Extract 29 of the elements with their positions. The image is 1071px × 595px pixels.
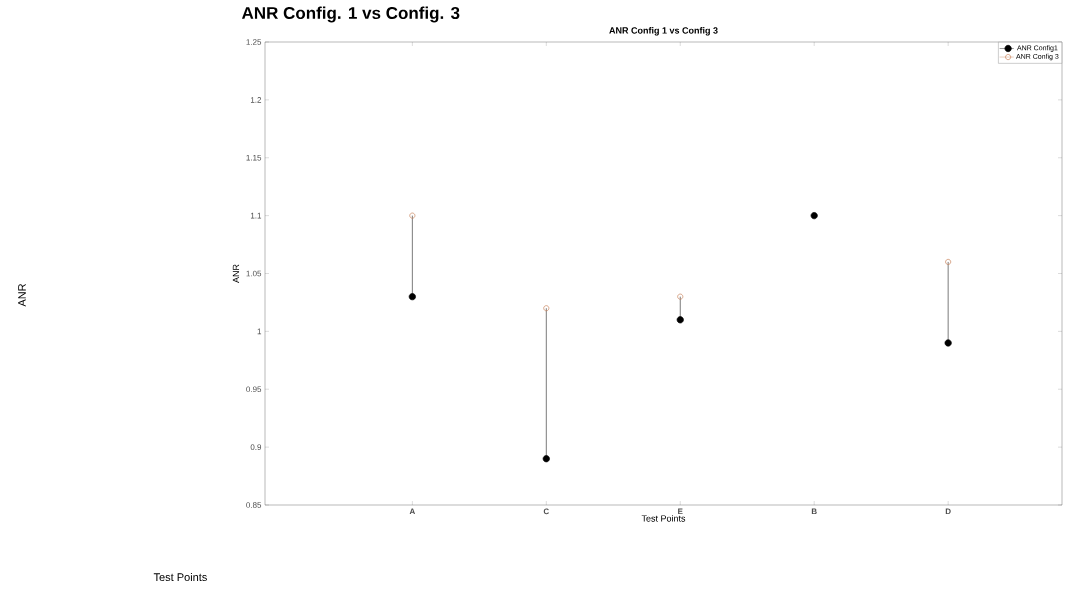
text: ANR bbox=[18, 283, 26, 307]
chart-title: ANR Config. 1 vs Config. 3 bbox=[241, 6, 460, 23]
y-tick-label: 1.1 bbox=[250, 212, 262, 219]
point bbox=[676, 316, 684, 324]
y-tick-label: 0.95 bbox=[246, 386, 262, 393]
x-tick-label: D bbox=[945, 508, 951, 515]
x-tick-label: C bbox=[543, 508, 549, 515]
y-tick-label: 1.25 bbox=[246, 39, 262, 45]
y-tick-label: 1.2 bbox=[250, 97, 262, 103]
y-axis-title: ANR bbox=[232, 264, 240, 283]
point bbox=[542, 455, 550, 463]
x-tick-label: B bbox=[811, 508, 817, 515]
point bbox=[677, 293, 684, 300]
point bbox=[945, 258, 952, 265]
y-tick-label: 1 bbox=[257, 328, 262, 335]
x-tick-label: E bbox=[678, 508, 683, 515]
point bbox=[543, 305, 550, 312]
y-tick-label: 1.15 bbox=[246, 154, 262, 161]
text: Test Points bbox=[153, 572, 207, 582]
point bbox=[810, 212, 818, 220]
y-tick-label: 1.05 bbox=[246, 270, 262, 277]
point bbox=[408, 293, 416, 301]
x-axis-title: Test Points bbox=[641, 515, 686, 522]
chart-subtitle: ANR Config 1 vs Config 3 bbox=[609, 27, 718, 36]
y-tick-label: 0.85 bbox=[246, 502, 262, 508]
x-tick-label: A bbox=[409, 508, 416, 515]
y-tick-label: 0.9 bbox=[250, 444, 262, 450]
point bbox=[944, 339, 952, 347]
point bbox=[409, 212, 416, 219]
